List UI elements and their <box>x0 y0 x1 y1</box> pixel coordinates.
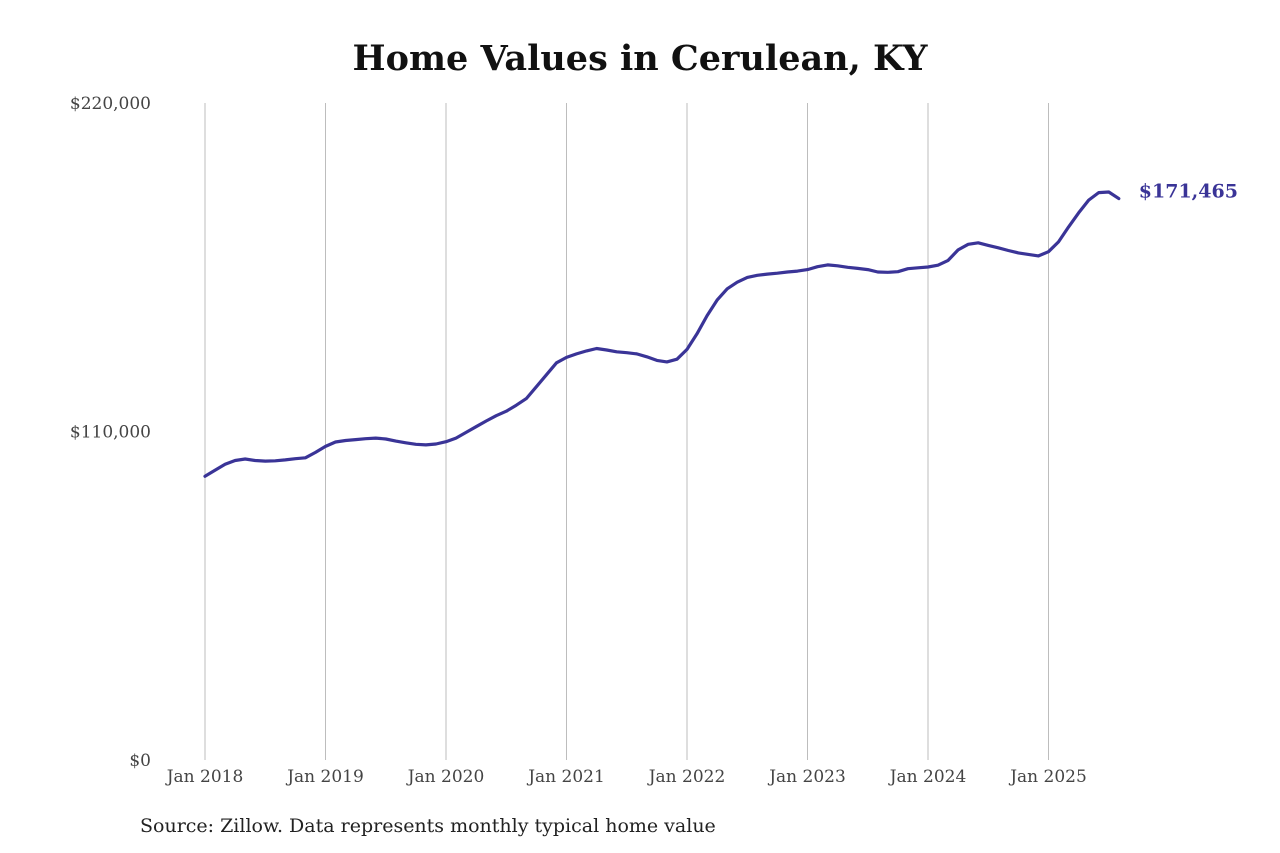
x-tick-label: Jan 2025 <box>1008 767 1087 787</box>
y-axis-ticks: $0 $110,000 $220,000 <box>70 94 151 771</box>
y-tick-label: $0 <box>129 751 151 771</box>
gridlines <box>204 103 1049 760</box>
x-tick-label: Jan 2021 <box>526 767 605 787</box>
end-value-label: $171,465 <box>1139 181 1238 203</box>
x-tick-label: Jan 2024 <box>888 767 967 787</box>
chart-title: Home Values in Cerulean, KY <box>352 38 928 79</box>
series-layer <box>203 190 1121 478</box>
x-tick-label: Jan 2019 <box>285 767 364 787</box>
home-value-line <box>203 190 1121 478</box>
x-tick-label: Jan 2020 <box>406 767 485 787</box>
end-label-layer: $171,465 <box>1139 181 1238 203</box>
y-tick-label: $110,000 <box>70 423 151 443</box>
x-axis-ticks: Jan 2018 Jan 2019 Jan 2020 Jan 2021 Jan 2022… <box>165 767 1087 787</box>
x-tick-label: Jan 2022 <box>647 767 726 787</box>
x-tick-label: Jan 2023 <box>767 767 846 787</box>
y-tick-label: $220,000 <box>70 94 151 114</box>
x-tick-label: Jan 2018 <box>165 767 244 787</box>
source-note: Source: Zillow. Data represents monthly … <box>140 815 716 837</box>
